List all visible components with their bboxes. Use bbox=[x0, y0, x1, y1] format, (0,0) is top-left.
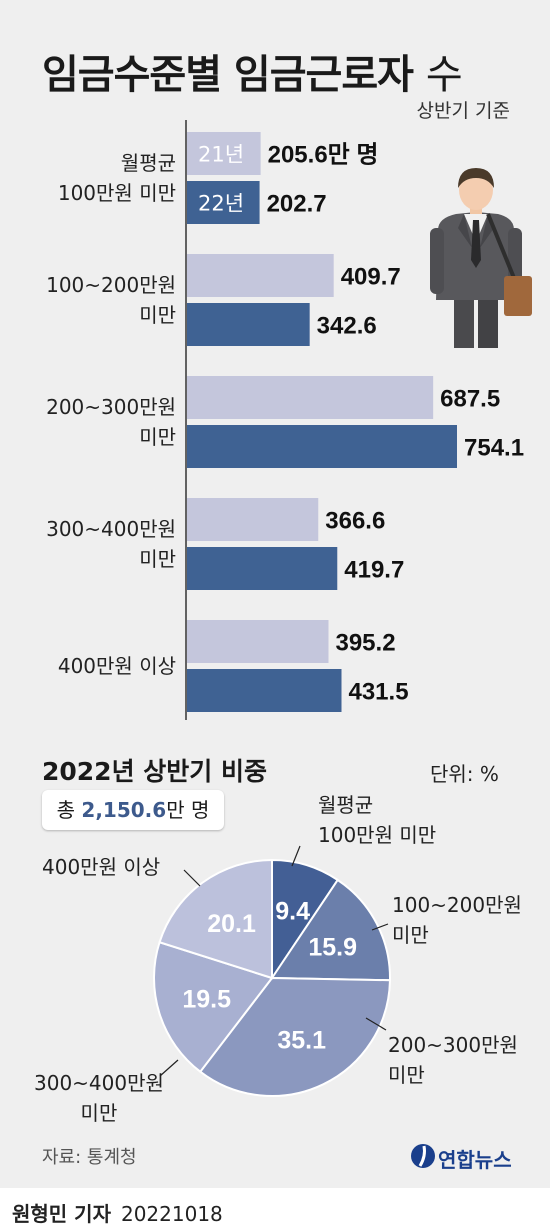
pie-chart: 9.4 15.9 35.1 19.5 20.1 bbox=[153, 845, 391, 1097]
bar-value-label: 342.6 bbox=[317, 313, 377, 340]
pie-value-label: 20.1 bbox=[207, 910, 256, 938]
pie-category-line: 300~400만원 bbox=[34, 1071, 164, 1095]
bar-category-line: 미만 bbox=[139, 425, 176, 449]
byline: 원형민 기자 20221018 bbox=[12, 1202, 223, 1226]
bar-2022 bbox=[187, 547, 338, 590]
pie-slice bbox=[270, 878, 391, 982]
bar-value-label: 754.1 bbox=[464, 435, 524, 462]
logo-text: 연합뉴스 bbox=[438, 1148, 512, 1172]
bar-2021 bbox=[187, 132, 261, 175]
total-workers-badge: 총 2,150.6만 명 bbox=[42, 790, 224, 830]
pie-category-line: 100~200만원 bbox=[392, 893, 522, 917]
bar-2021 bbox=[187, 620, 329, 663]
bar-category-label: 400만원 이상 bbox=[58, 651, 176, 681]
bar-category-line: 100만원 미만 bbox=[57, 181, 176, 205]
bar-category-label: 월평균 100만원 미만 bbox=[58, 148, 176, 208]
bar-value-label: 431.5 bbox=[348, 679, 408, 706]
pie-value-label: 15.9 bbox=[308, 933, 357, 961]
bar-2022 bbox=[187, 303, 310, 346]
bar-2021 bbox=[187, 254, 334, 297]
bar-category-line: 미만 bbox=[139, 547, 176, 571]
page-title: 임금수준별 임금근로자 수 bbox=[42, 52, 463, 98]
bar-2022 bbox=[187, 181, 260, 224]
source-note: 자료: 통계청 bbox=[42, 1147, 137, 1168]
pie-category-line: 미만 bbox=[388, 1063, 425, 1087]
pie-title: 2022년 상반기 비중 bbox=[42, 757, 267, 786]
bar-value-label: 205.6만 명 bbox=[268, 142, 379, 169]
pie-leader-line bbox=[291, 845, 301, 867]
pie-leader-line bbox=[365, 1017, 387, 1031]
office-worker-illustration bbox=[430, 168, 532, 348]
bar-category-line: 400만원 이상 bbox=[57, 654, 176, 678]
bar-category-line: 300~400만원 bbox=[46, 517, 176, 541]
pie-category-label: 400만원 이상 bbox=[42, 852, 160, 882]
pie-category-line: 200~300만원 bbox=[388, 1033, 518, 1057]
bar-category-line: 200~300만원 bbox=[46, 395, 176, 419]
pie-value-label: 9.4 bbox=[275, 897, 310, 925]
bar-value-label: 409.7 bbox=[341, 264, 401, 291]
bar-2021 bbox=[187, 376, 434, 419]
yonhap-logo-icon bbox=[411, 1144, 435, 1168]
bar-category-line: 미만 bbox=[139, 303, 176, 327]
pie-unit: 단위: % bbox=[430, 762, 499, 786]
pie-leader-line bbox=[183, 869, 201, 887]
basis-note: 상반기 기준 bbox=[416, 100, 510, 122]
pie-value-label: 19.5 bbox=[182, 986, 231, 1014]
bar-2021 bbox=[187, 498, 319, 541]
bar-value-label: 202.7 bbox=[267, 191, 327, 218]
infographic-frame: 임금수준별 임금근로자 수 상반기 기준 월평균 100만원 미만 100~200만… bbox=[0, 0, 550, 1188]
pie-category-line: 미만 bbox=[80, 1101, 118, 1125]
pie-leader-line bbox=[159, 1059, 179, 1077]
pie-leader-line bbox=[371, 923, 389, 931]
pie-category-label: 월평균 100만원 미만 bbox=[318, 790, 436, 850]
pie-value-label: 35.1 bbox=[277, 1027, 326, 1055]
bar-value-label: 395.2 bbox=[335, 630, 395, 657]
bar-value-label: 419.7 bbox=[344, 557, 404, 584]
bar-chart: 205.6만 명 21년 202.7 22년 409.7 342.6 687.5 754.1 3… bbox=[185, 120, 524, 720]
bar-2022 bbox=[187, 425, 457, 468]
pie-slice bbox=[153, 940, 274, 1074]
bar-value-label: 366.6 bbox=[325, 508, 385, 535]
bar-category-line: 월평균 bbox=[120, 151, 176, 175]
pie-category-line: 100만원 미만 bbox=[318, 823, 437, 847]
series-legend-label: 21년 bbox=[198, 143, 244, 167]
pie-category-line: 월평균 bbox=[318, 793, 374, 817]
pie-slice bbox=[198, 976, 391, 1097]
pie-category-line: 미만 bbox=[392, 923, 429, 947]
bar-2022 bbox=[187, 669, 342, 712]
bar-category-line: 100~200만원 bbox=[46, 273, 176, 297]
pie-category-line: 400만원 이상 bbox=[42, 855, 161, 879]
pie-slice bbox=[158, 858, 273, 980]
series-legend-label: 22년 bbox=[198, 192, 244, 216]
bar-value-label: 687.5 bbox=[440, 386, 500, 413]
